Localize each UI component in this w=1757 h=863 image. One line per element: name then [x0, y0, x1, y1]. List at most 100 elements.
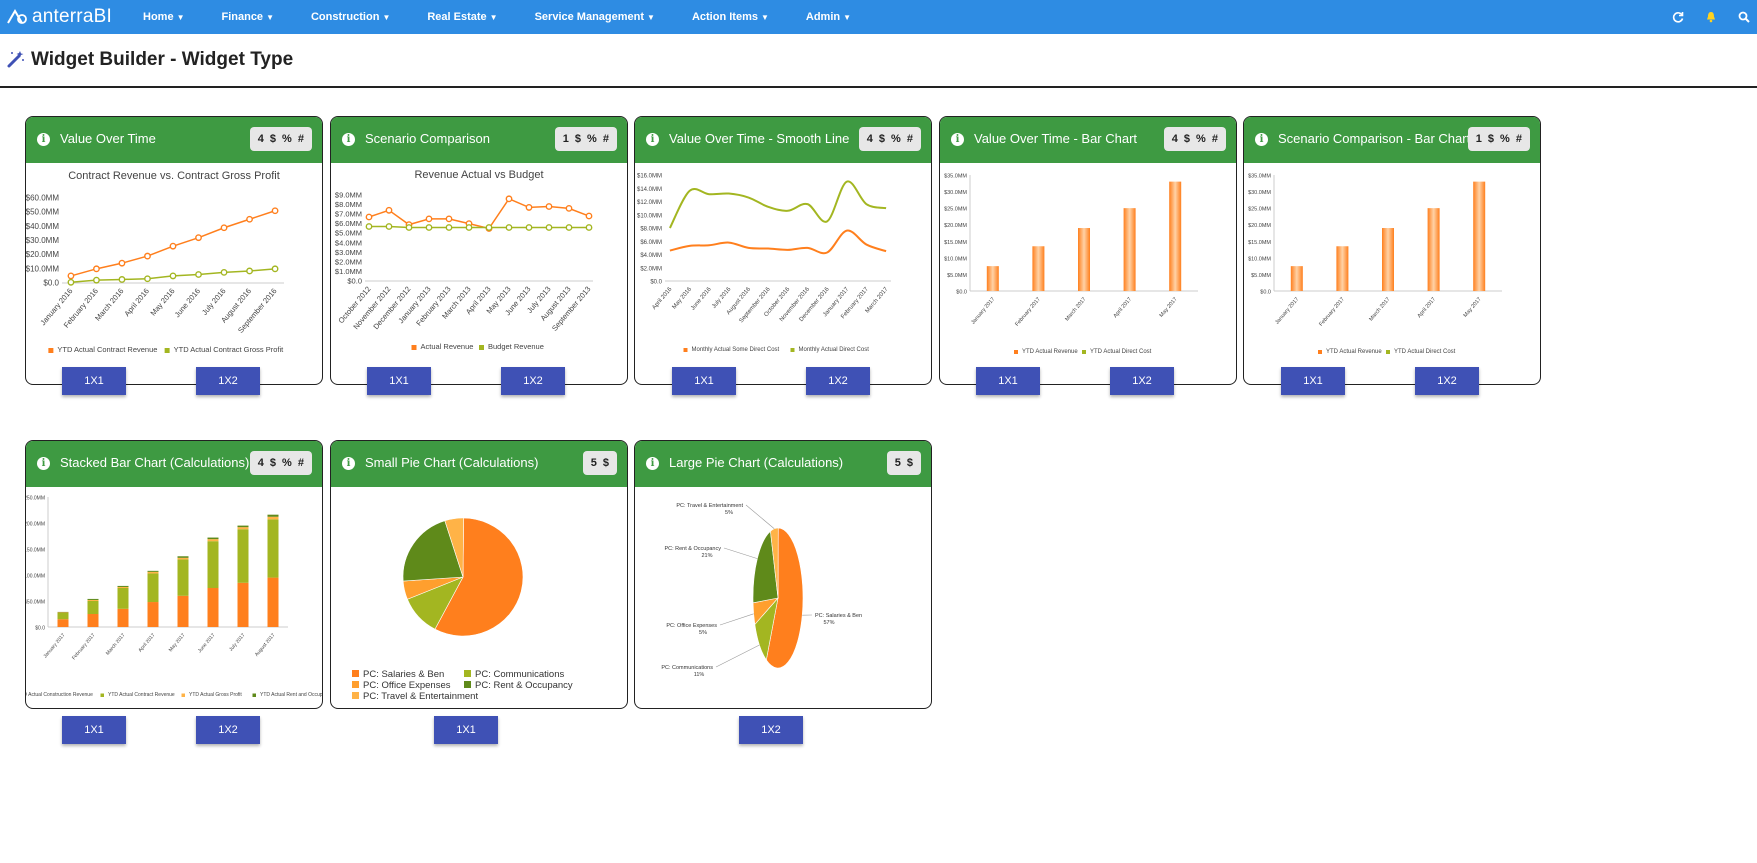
data-point[interactable]: [545, 203, 553, 210]
bar[interactable]: [267, 519, 279, 578]
bar[interactable]: [87, 599, 99, 601]
data-point[interactable]: [425, 224, 433, 231]
bar[interactable]: [267, 514, 279, 517]
nav-item-finance[interactable]: Finance ▼: [221, 11, 274, 23]
widget-card-value-over-time-bar-chart[interactable]: i Value Over Time - Bar Chart 4 $ % # $0.0 $…: [939, 116, 1237, 385]
data-point[interactable]: [405, 224, 413, 231]
bar[interactable]: [177, 556, 189, 558]
legend-label[interactable]: YTD Actual Direct Cost: [1394, 349, 1456, 355]
data-point[interactable]: [220, 268, 228, 276]
pie-slice[interactable]: [444, 517, 464, 578]
widget-card-value-over-time-smooth-line[interactable]: i Value Over Time - Smooth Line 4 $ % # $0.…: [634, 116, 932, 385]
data-point[interactable]: [169, 272, 177, 280]
info-icon[interactable]: i: [646, 457, 659, 470]
widget-card-small-pie-chart-calculations[interactable]: i Small Pie Chart (Calculations) 5 $ PC: Sa…: [330, 440, 628, 709]
bar[interactable]: [87, 601, 99, 614]
bar[interactable]: [237, 527, 249, 530]
data-point[interactable]: [465, 224, 473, 231]
bar[interactable]: [87, 598, 99, 600]
widget-format-badge[interactable]: 5 $: [886, 451, 921, 475]
widget-format-badge[interactable]: 1 $ % #: [1467, 127, 1530, 151]
legend-label[interactable]: YTD Actual Contract Revenue: [108, 692, 175, 698]
nav-item-home[interactable]: Home ▼: [143, 11, 184, 23]
pie-slice[interactable]: [766, 527, 804, 669]
data-point[interactable]: [385, 223, 393, 230]
bar[interactable]: [117, 608, 129, 627]
data-point[interactable]: [525, 224, 533, 231]
widget-format-badge[interactable]: 4 $ % #: [249, 451, 312, 475]
data-point[interactable]: [195, 234, 202, 242]
widget-format-badge[interactable]: 1 $ % #: [554, 127, 617, 151]
legend-label[interactable]: PC: Communications: [475, 669, 564, 680]
size-button-1x2[interactable]: 1X2: [196, 367, 260, 395]
data-point[interactable]: [505, 224, 513, 231]
size-button-1x2[interactable]: 1X2: [1415, 367, 1479, 395]
bar[interactable]: [237, 582, 249, 627]
data-point[interactable]: [93, 265, 100, 273]
size-button-1x1[interactable]: 1X1: [62, 367, 126, 395]
data-point[interactable]: [485, 224, 493, 231]
data-point[interactable]: [365, 213, 373, 221]
legend-label[interactable]: YTD Actual Gross Profit: [189, 692, 242, 698]
brand-logo[interactable]: anterraBI: [6, 6, 112, 28]
refresh-icon[interactable]: [1671, 10, 1685, 24]
data-point[interactable]: [144, 252, 151, 260]
bar[interactable]: [57, 611, 69, 613]
bar[interactable]: [207, 541, 219, 588]
legend-label[interactable]: YTD Actual Rent and Occupancy: [260, 692, 322, 698]
legend-label[interactable]: YTD Actual Revenue: [1022, 349, 1078, 355]
legend-label[interactable]: YTD Actual Construction Revenue: [26, 692, 93, 698]
nav-item-action-items[interactable]: Action Items ▼: [692, 11, 769, 23]
data-point[interactable]: [118, 259, 126, 267]
info-icon[interactable]: i: [37, 457, 50, 470]
data-point[interactable]: [67, 272, 75, 280]
search-icon[interactable]: [1737, 10, 1751, 24]
bar[interactable]: [117, 585, 129, 587]
size-button-1x2[interactable]: 1X2: [739, 716, 803, 744]
legend-label[interactable]: YTD Actual Direct Cost: [1090, 349, 1152, 355]
size-button-1x1[interactable]: 1X1: [434, 716, 498, 744]
info-icon[interactable]: i: [342, 133, 355, 146]
pie-slice[interactable]: [402, 520, 464, 582]
data-point[interactable]: [445, 215, 453, 223]
bar[interactable]: [207, 539, 219, 542]
size-button-1x1[interactable]: 1X1: [367, 367, 431, 395]
legend-label[interactable]: Budget Revenue: [488, 342, 544, 351]
data-point[interactable]: [93, 276, 100, 284]
bar[interactable]: [237, 529, 249, 583]
size-button-1x2[interactable]: 1X2: [196, 716, 260, 744]
bar[interactable]: [207, 537, 219, 540]
bar[interactable]: [1169, 181, 1182, 291]
widget-format-badge[interactable]: 4 $ % #: [858, 127, 921, 151]
data-point[interactable]: [445, 224, 453, 231]
size-button-1x1[interactable]: 1X1: [976, 367, 1040, 395]
legend-label[interactable]: YTD Actual Contract Revenue: [57, 345, 157, 354]
bar[interactable]: [267, 516, 279, 520]
size-button-1x2[interactable]: 1X2: [806, 367, 870, 395]
legend-label[interactable]: YTD Actual Contract Gross Profit: [174, 345, 285, 354]
bar[interactable]: [986, 266, 999, 291]
bar[interactable]: [177, 559, 189, 596]
widget-card-stacked-bar-chart-calculations[interactable]: i Stacked Bar Chart (Calculations) 4 $ % #…: [25, 440, 323, 709]
data-point[interactable]: [545, 224, 553, 231]
nav-item-service-management[interactable]: Service Management ▼: [535, 11, 655, 23]
widget-card-scenario-comparison-bar-chart[interactable]: i Scenario Comparison - Bar Chart 1 $ % # $…: [1243, 116, 1541, 385]
info-icon[interactable]: i: [1255, 133, 1268, 146]
data-point[interactable]: [246, 267, 253, 275]
data-point[interactable]: [195, 271, 202, 278]
bar[interactable]: [207, 588, 219, 627]
widget-format-badge[interactable]: 5 $: [582, 451, 617, 475]
data-point[interactable]: [365, 223, 373, 230]
bar[interactable]: [1336, 246, 1349, 291]
bar[interactable]: [1382, 228, 1394, 291]
legend-label[interactable]: YTD Actual Revenue: [1326, 349, 1382, 355]
data-point[interactable]: [385, 206, 393, 214]
bar[interactable]: [1032, 246, 1045, 291]
legend-label[interactable]: PC: Office Expenses: [363, 680, 451, 691]
data-point[interactable]: [169, 242, 177, 250]
widget-format-badge[interactable]: 4 $ % #: [1163, 127, 1226, 151]
nav-item-real-estate[interactable]: Real Estate ▼: [427, 11, 497, 23]
bar[interactable]: [87, 614, 99, 627]
bar[interactable]: [147, 570, 159, 572]
legend-label[interactable]: Actual Revenue: [421, 342, 474, 351]
